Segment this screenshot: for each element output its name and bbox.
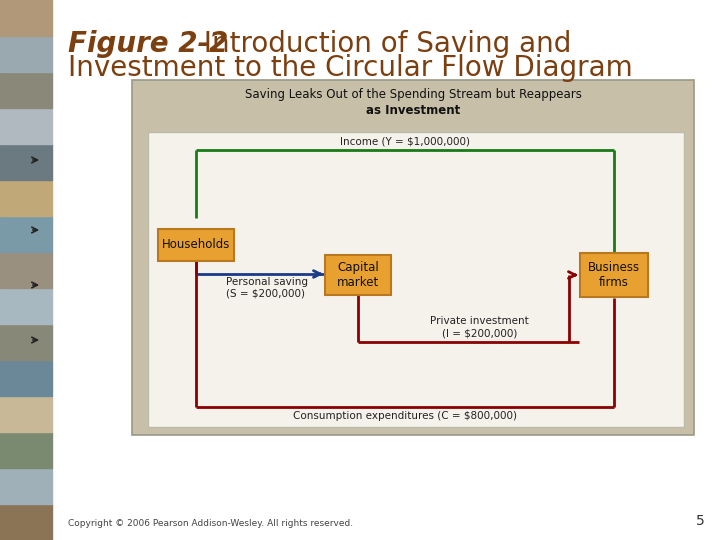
FancyBboxPatch shape — [325, 255, 391, 295]
Text: as Investment: as Investment — [366, 104, 460, 117]
Bar — [0, 360, 52, 396]
Bar — [0, 216, 52, 252]
Bar — [0, 252, 52, 288]
Text: Saving Leaks Out of the Spending Stream but Reappears: Saving Leaks Out of the Spending Stream … — [245, 88, 582, 101]
Text: 5: 5 — [696, 514, 705, 528]
Text: Households: Households — [162, 239, 230, 252]
Bar — [0, 396, 52, 432]
Bar — [0, 0, 52, 36]
Text: Consumption expenditures (C = $800,000): Consumption expenditures (C = $800,000) — [293, 411, 517, 421]
Text: Income (Y = $1,000,000): Income (Y = $1,000,000) — [340, 137, 470, 147]
Text: Copyright © 2006 Pearson Addison-Wesley. All rights reserved.: Copyright © 2006 Pearson Addison-Wesley.… — [68, 519, 353, 528]
Bar — [132, 80, 694, 435]
Text: Business
firms: Business firms — [588, 261, 640, 289]
Bar — [0, 36, 52, 72]
FancyBboxPatch shape — [580, 253, 648, 297]
Bar — [0, 108, 52, 144]
Text: Figure 2-2: Figure 2-2 — [68, 30, 228, 58]
Bar — [0, 180, 52, 216]
Text: Personal saving
(S = $200,000): Personal saving (S = $200,000) — [226, 277, 308, 299]
Bar — [0, 468, 52, 504]
Text: Capital
market: Capital market — [337, 261, 379, 289]
Text: Private investment
(I = $200,000): Private investment (I = $200,000) — [430, 316, 529, 338]
Bar — [0, 72, 52, 108]
Text: Introduction of Saving and: Introduction of Saving and — [186, 30, 572, 58]
Bar — [0, 288, 52, 324]
FancyBboxPatch shape — [158, 229, 234, 261]
Bar — [148, 132, 684, 427]
Bar — [0, 432, 52, 468]
Text: Investment to the Circular Flow Diagram: Investment to the Circular Flow Diagram — [68, 54, 633, 82]
Bar — [0, 504, 52, 540]
Bar — [0, 144, 52, 180]
Bar — [0, 324, 52, 360]
